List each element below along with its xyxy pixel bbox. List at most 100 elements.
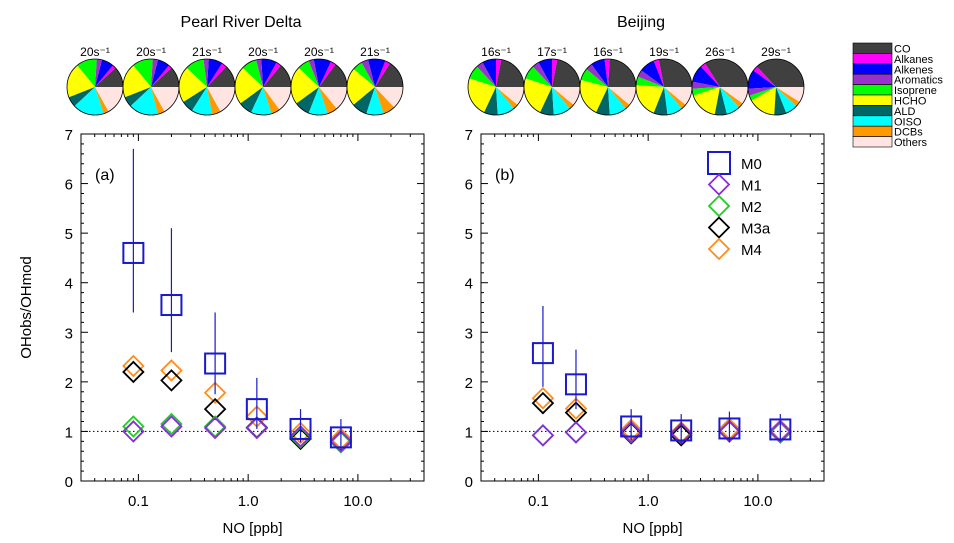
pie-chart: 20s⁻¹ <box>122 45 180 116</box>
marker-m2 <box>122 415 145 438</box>
marker-m1 <box>245 416 269 440</box>
pie-slice-dcbs <box>720 87 743 108</box>
marker-m0 <box>329 426 352 449</box>
pie-slice-aromatics <box>637 70 664 87</box>
y-tick-label: 4 <box>65 276 73 293</box>
pie-slice-alkanes <box>375 60 390 87</box>
legend-swatch-co <box>852 42 893 54</box>
pie-slice-dcbs <box>319 87 337 114</box>
plot-frame <box>480 133 825 482</box>
pie-slice-hcho <box>580 80 608 113</box>
pie-label: 17s⁻¹ <box>537 45 567 59</box>
legend-label: M2 <box>741 199 762 216</box>
pie-slice-ald <box>124 87 151 107</box>
marker-m1 <box>160 415 183 438</box>
pie-chart: 20s⁻¹ <box>234 45 292 116</box>
pie-slice-alkenes <box>748 70 776 89</box>
pie-slice-co <box>319 64 347 87</box>
legend-marker <box>707 173 731 196</box>
pie-slice-oiso <box>192 87 213 115</box>
pie-slice-oiso <box>496 87 514 115</box>
legend-category-label: CO <box>894 44 911 56</box>
pie-slice-ald <box>596 87 610 115</box>
pie-outline <box>346 58 404 116</box>
panel-label: (a) <box>95 167 115 184</box>
pie-slice-aromatics <box>476 62 496 87</box>
y-tick-label: 7 <box>465 127 473 144</box>
pie-slice-hcho <box>523 78 552 113</box>
pie-label: 20s⁻¹ <box>248 45 278 59</box>
pie-slice-others <box>608 87 636 105</box>
pie-slice-alkanes <box>496 59 502 87</box>
pie-slice-co <box>552 59 580 87</box>
legend-category-label: Others <box>894 137 928 149</box>
pie-label: 16s⁻¹ <box>481 45 511 59</box>
marker-m4 <box>289 421 312 445</box>
pie-label: 20s⁻¹ <box>136 45 166 59</box>
pie-slice-alkenes <box>482 58 496 87</box>
marker-m0 <box>670 419 693 442</box>
marker-m1 <box>531 424 555 447</box>
y-tick-label: 0 <box>465 474 473 491</box>
pie-slice-alkanes <box>552 59 558 87</box>
y-tick-label: 5 <box>465 226 473 243</box>
pie-slice-hcho <box>291 67 319 104</box>
marker-m0 <box>531 342 554 365</box>
y-tick-label: 1 <box>65 424 73 441</box>
pie-slice-hcho <box>347 69 375 105</box>
y-tick-label: 4 <box>465 276 473 293</box>
pie-slice-ald <box>484 87 498 115</box>
marker-m4 <box>531 386 555 410</box>
legend-category-label: DCBs <box>894 127 923 139</box>
pie-label: 21s⁻¹ <box>192 45 222 59</box>
x-tick-label: 0.1 <box>128 493 149 510</box>
y-tick-label: 2 <box>65 375 73 392</box>
region-title: Pearl River Delta <box>181 14 302 31</box>
legend-marker <box>707 194 731 218</box>
y-tick-label: 1 <box>465 424 473 441</box>
pie-slice-alkanes <box>95 65 116 87</box>
marker-m1 <box>329 430 353 453</box>
pie-slice-aromatics <box>532 62 552 87</box>
pie-slice-co <box>95 67 123 87</box>
pie-slice-aromatics <box>203 59 209 87</box>
legend-swatch-others <box>852 136 893 148</box>
legend-swatch-isoprene <box>852 84 893 96</box>
pie-slice-hcho <box>636 85 664 114</box>
pie-slice-alkanes <box>207 63 227 87</box>
marker-m0 <box>718 417 741 440</box>
pie-label: 29s⁻¹ <box>761 45 791 59</box>
pie-slice-hcho <box>67 65 95 98</box>
pie-slice-others <box>552 87 580 105</box>
marker-m2 <box>203 415 227 438</box>
y-tick-label: 7 <box>65 127 73 144</box>
marker-m2 <box>531 424 555 447</box>
pie-label: 21s⁻¹ <box>360 45 390 59</box>
series-legend: M0 M1 M2 M3a M4 <box>707 151 771 261</box>
legend-swatch-oiso <box>852 115 893 127</box>
marker-m3a <box>289 427 312 451</box>
pie-slice-hcho <box>234 67 263 104</box>
marker-m0 <box>245 398 268 421</box>
pie-slice-others <box>720 87 748 104</box>
pie-slice-dcbs <box>496 87 518 109</box>
pie-slice-alkenes <box>151 59 169 87</box>
pie-slice-aromatics <box>151 59 158 87</box>
x-tick-label: 10.0 <box>743 493 772 510</box>
pie-chart: 17s⁻¹ <box>523 45 581 116</box>
marker-m2 <box>564 421 588 444</box>
x-axis-label: NO [ppb] <box>222 520 282 537</box>
marker-m1 <box>619 421 643 444</box>
pie-slice-isoprene <box>353 62 375 87</box>
legend-swatch-hcho <box>852 94 893 106</box>
pie-slice-alkanes <box>604 59 610 87</box>
legend-category-label: Alkanes <box>894 54 934 66</box>
pie-slice-alkenes <box>538 58 552 87</box>
pie-slice-isoprene <box>525 66 552 87</box>
pie-slice-dcbs <box>95 87 109 114</box>
y-tick-label: 3 <box>65 325 73 342</box>
pie-slice-co <box>151 67 179 87</box>
marker-m1 <box>289 425 312 448</box>
legend-swatch-alkenes <box>852 63 893 75</box>
marker-m4 <box>564 397 588 420</box>
